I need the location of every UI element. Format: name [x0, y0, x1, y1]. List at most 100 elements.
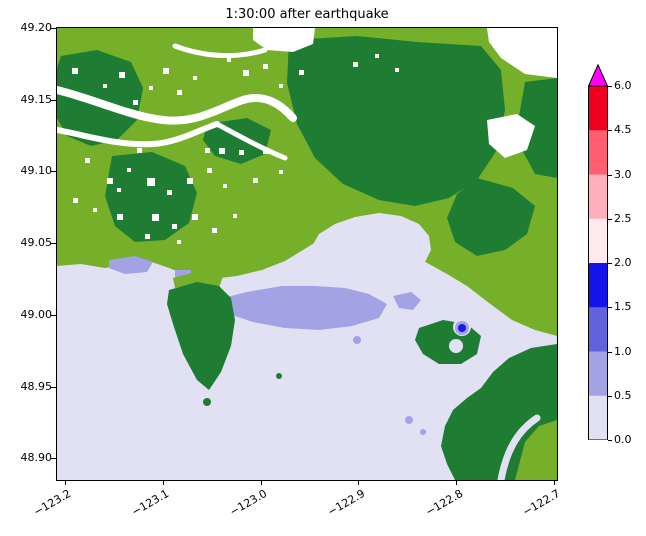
map-dry-speckle	[205, 148, 210, 153]
map-dry-speckle	[172, 224, 177, 229]
map-dry-speckle	[177, 240, 181, 244]
x-tick-label: −122.8	[422, 487, 465, 519]
colorbar-tick-label: 0.0	[614, 433, 632, 446]
y-tick-label: 48.90	[20, 451, 53, 465]
colorbar-tick-label: 1.5	[614, 300, 632, 314]
colorbar-band	[588, 218, 608, 264]
x-tick-label: −122.9	[325, 487, 367, 519]
map-dry-speckle	[149, 86, 153, 90]
map-dry-speckle	[212, 228, 217, 233]
dry-lake-right	[487, 114, 535, 158]
map-dry-speckle	[353, 62, 358, 67]
colorbar-tick-mark	[608, 351, 612, 353]
map-dry-speckle	[85, 158, 90, 163]
river-channel-4	[172, 43, 268, 59]
y-tick-label: 49.10	[20, 164, 53, 178]
colorbar-tick-label: 1.0	[614, 344, 632, 358]
map-dry-speckle	[253, 178, 258, 183]
map-dry-speckle	[167, 190, 172, 195]
flood-speck-2	[420, 429, 426, 435]
land-light-corner-wedge	[515, 420, 557, 480]
colorbar-tick-label: 6.0	[614, 79, 632, 92]
inlet-channel-1	[497, 414, 541, 480]
x-tick-label: −123.0	[227, 487, 270, 519]
x-tick-label: −123.2	[31, 487, 74, 519]
map-dry-speckle	[299, 70, 304, 75]
map-dry-speckle	[117, 188, 121, 192]
colorbar-tick-mark	[608, 263, 612, 264]
peninsula-cap-light	[173, 270, 223, 288]
map-dry-speckle	[107, 178, 113, 184]
map-canvas	[57, 28, 557, 480]
map-dry-speckle	[133, 100, 138, 105]
flood-right-small	[393, 292, 421, 310]
colorbar-tick-label: 4.5	[614, 123, 632, 137]
x-tick-mark	[456, 481, 458, 485]
land-dark-left-mid	[105, 152, 197, 242]
map-dry-speckle	[145, 234, 150, 239]
cove-lavender	[449, 339, 463, 353]
flood-patch-a	[175, 270, 191, 278]
map-dry-speckle	[263, 64, 268, 69]
colorbar-tick-label: 2.5	[614, 211, 632, 225]
river-channel-1	[57, 86, 297, 125]
map-dry-speckle	[207, 168, 212, 173]
map-dry-speckle	[163, 68, 169, 74]
peninsula-dark	[167, 282, 235, 390]
map-dry-speckle	[93, 208, 97, 212]
land-dark-upper-mass	[287, 36, 505, 206]
colorbar-band	[588, 174, 608, 220]
flood-left-small	[109, 256, 153, 274]
y-tick-mark	[51, 243, 56, 245]
x-tick-mark	[64, 481, 66, 485]
x-tick-mark	[260, 481, 262, 485]
bay-central-lobe	[311, 213, 431, 296]
map-dry-speckle	[227, 58, 231, 62]
y-tick-label: 49.15	[20, 92, 53, 106]
map-dry-speckle	[103, 84, 107, 88]
map-dry-speckle	[243, 70, 249, 76]
map-dry-speckle	[279, 170, 283, 174]
y-tick-mark	[51, 99, 56, 101]
map-dry-speckle	[73, 198, 78, 203]
y-tick-mark	[51, 314, 56, 316]
y-tick-label: 48.95	[20, 379, 53, 393]
y-tick-label: 49.00	[20, 307, 53, 321]
colorbar-outline	[588, 85, 608, 440]
map-dry-speckle	[147, 178, 155, 186]
map-dry-speckle	[177, 90, 182, 95]
colorbar-tick-label: 0.5	[614, 388, 632, 402]
y-tick-mark	[51, 386, 56, 388]
x-tick-label: −122.7	[520, 487, 563, 519]
colorbar-tick-mark	[608, 218, 612, 220]
dry-patch-top-mid	[253, 28, 315, 52]
x-tick-label: −123.1	[129, 487, 172, 519]
map-dry-speckle	[219, 148, 225, 154]
flood-speck-3	[353, 336, 361, 344]
colorbar-tick-mark	[608, 395, 612, 397]
colorbar-extend-triangle	[588, 64, 608, 87]
map-dry-speckle	[152, 214, 159, 221]
y-tick-label: 49.20	[20, 21, 53, 34]
flood-band-main	[215, 286, 387, 330]
dry-patch-top-right	[487, 28, 557, 78]
colorbar-band	[588, 307, 608, 352]
map-dry-speckle	[137, 148, 142, 153]
colorbar-band	[588, 395, 608, 440]
y-tick-mark	[51, 171, 56, 173]
map-dry-speckle	[239, 150, 244, 155]
colorbar-band	[588, 263, 608, 308]
deep-spot-blue	[458, 324, 466, 332]
colorbar-band	[588, 130, 608, 175]
map-dry-speckle	[187, 178, 193, 184]
x-tick-mark	[358, 481, 360, 485]
colorbar-band	[588, 86, 608, 131]
map-dry-speckle	[192, 214, 198, 220]
map-dry-speckle	[223, 184, 227, 188]
flood-speck-1	[405, 416, 413, 424]
map-dry-speckle	[233, 214, 237, 218]
y-tick-mark	[51, 458, 56, 460]
river-channel-2	[57, 121, 220, 148]
land-dark-right-mid	[447, 178, 535, 256]
